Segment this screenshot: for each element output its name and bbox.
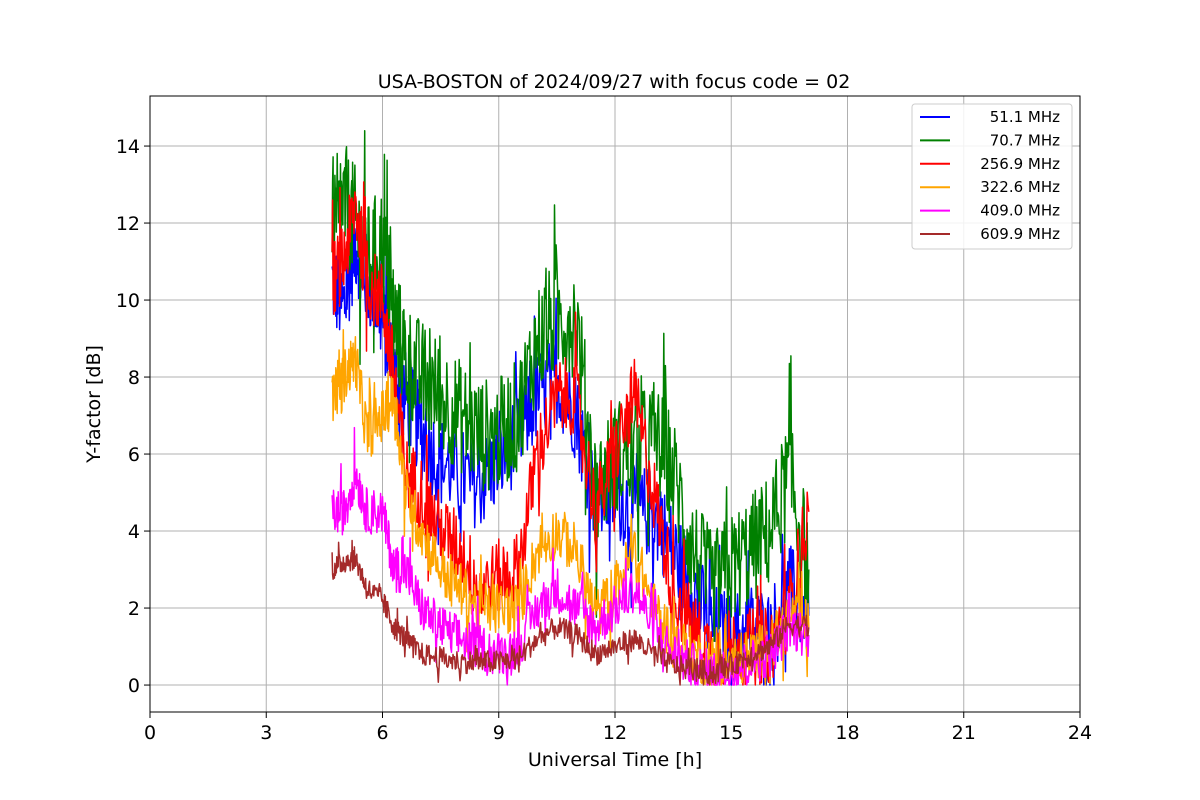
x-tick-label: 15 [719,722,743,744]
legend-entry: 322.6 MHz [980,178,1060,196]
y-axis: 0 2 4 6 8 10 12 14 [116,136,150,697]
y-tick-label: 12 [116,213,140,235]
x-axis: 0 3 6 9 12 15 18 21 24 [144,712,1092,744]
y-tick-label: 14 [116,136,140,158]
y-tick-label: 6 [128,444,140,466]
x-tick-label: 3 [260,722,272,744]
x-tick-label: 12 [603,722,627,744]
y-tick-label: 0 [128,675,140,697]
y-axis-label: Y-factor [dB] [83,345,105,464]
legend-box [911,103,1073,250]
x-tick-label: 21 [952,722,976,744]
y-tick-label: 10 [116,290,140,312]
x-tick-label: 0 [144,722,156,744]
legend: 51.1 MHz 70.7 MHz 256.9 MHz 322.6 MHz 409.0 … [911,103,1073,250]
series-line [331,129,810,643]
y-tick-label: 4 [128,521,140,543]
chart-title: USA-BOSTON of 2024/09/27 with focus code… [378,71,851,93]
series-layer [331,129,810,686]
x-axis-label: Universal Time [h] [528,749,702,771]
legend-entry: 409.0 MHz [980,202,1060,220]
y-tick-label: 8 [128,367,140,389]
x-tick-label: 6 [376,722,388,744]
series-line [331,539,810,686]
x-tick-label: 18 [835,722,859,744]
legend-entry: 51.1 MHz [990,108,1060,126]
legend-entry: 256.9 MHz [980,155,1060,173]
y-tick-label: 2 [128,598,140,620]
x-tick-label: 9 [493,722,505,744]
x-tick-label: 24 [1068,722,1092,744]
legend-entry: 70.7 MHz [990,131,1060,149]
legend-entry: 609.9 MHz [980,225,1060,243]
